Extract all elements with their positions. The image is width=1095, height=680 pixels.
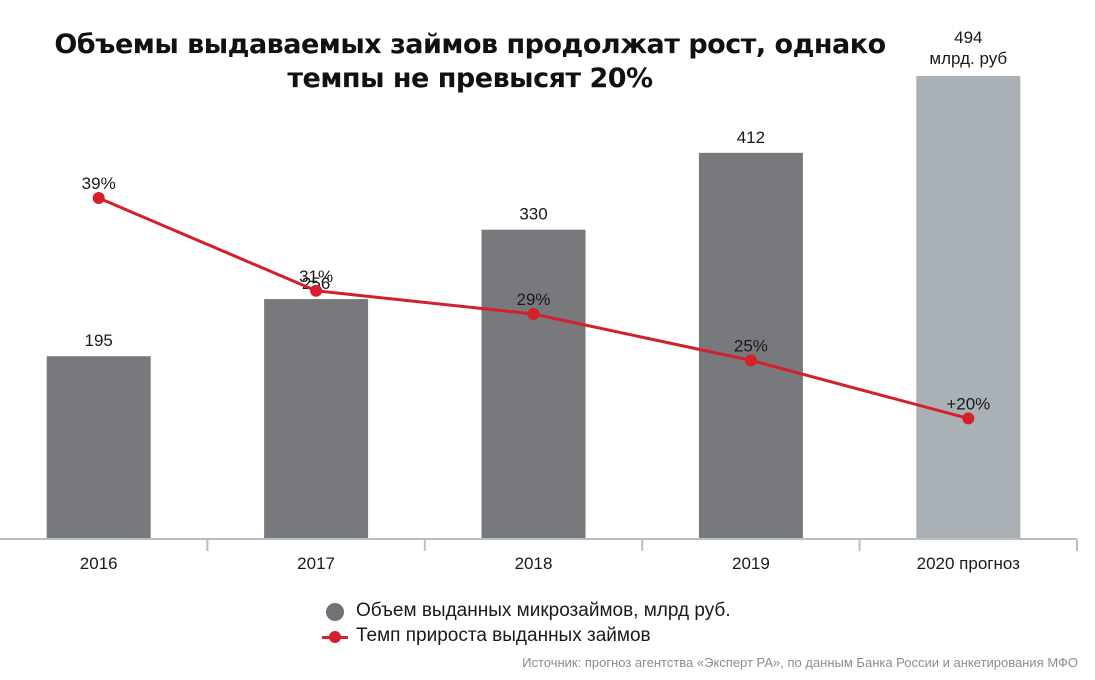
bar-value-label-2: 330 [519,205,547,224]
growth-point-3 [744,354,757,367]
growth-label-3: 25% [734,336,768,355]
chart-title-line-2: темпы не превысят 20% [287,63,653,94]
growth-point-1 [310,284,323,297]
bar-4 [916,76,1021,539]
x-tick-label-1: 2017 [297,554,335,573]
x-tick-label-3: 2019 [732,554,770,573]
bar-value-label-4: 494 [954,28,982,47]
bar-value-label-0: 195 [85,331,113,350]
legend-swatch-volume [326,603,344,621]
source-note: Источник: прогноз агентства «Эксперт РА»… [522,655,1078,670]
growth-label-0: 39% [82,174,116,193]
legend-swatch-growth-dot [329,631,341,643]
bar-0 [46,356,151,539]
growth-label-2: 29% [516,290,550,309]
growth-point-4 [962,412,975,425]
bar-value-label-3: 412 [737,128,765,147]
growth-label-4: +20% [946,394,990,413]
growth-point-2 [527,308,540,320]
legend-label-growth: Темп прироста выданных займов [356,625,651,646]
bar-unit-label: млрд. руб [929,49,1007,68]
chart-title-line-1: Объемы выдаваемых займов продолжат рост,… [54,29,886,60]
bar-1 [264,299,369,539]
growth-point-0 [92,192,105,204]
x-tick-label-0: 2016 [80,554,118,573]
growth-label-1: 31% [299,267,333,286]
legend-label-volume: Объем выданных микрозаймов, млрд руб. [356,600,731,621]
bar-2 [481,229,586,539]
chart-title: Объемы выдаваемых займов продолжат рост,… [40,28,900,96]
x-tick-label-4: 2020 прогноз [917,554,1021,573]
bar-3 [698,152,803,539]
x-tick-label-2: 2018 [515,554,553,573]
